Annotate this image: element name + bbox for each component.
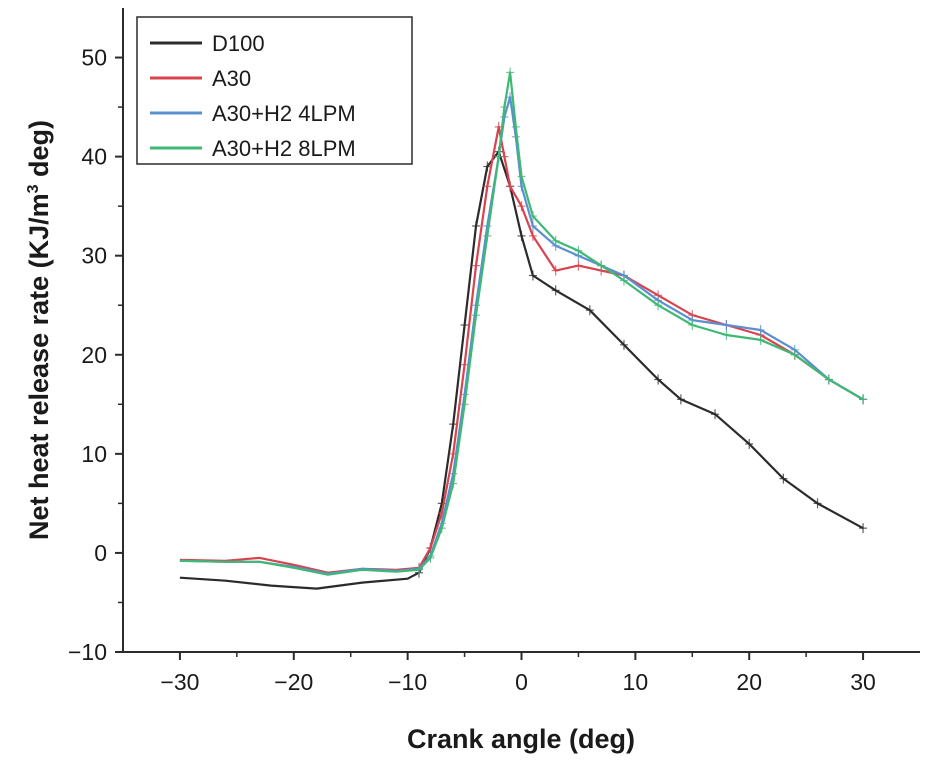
series-markers-0 — [415, 146, 868, 578]
x-tick-label: 30 — [850, 669, 876, 695]
y-tick-label: 10 — [81, 441, 107, 467]
y-tick-label: 50 — [81, 45, 107, 71]
x-tick-label: 0 — [515, 669, 528, 695]
legend-label: A30+H2 8LPM — [212, 136, 356, 161]
tick-labels: −30 −20 −10 0 10 20 30 −10 0 10 20 30 40 50 — [68, 45, 876, 695]
series-markers-2 — [415, 92, 868, 574]
x-tick-label: −30 — [160, 669, 199, 695]
x-tick-label: −20 — [274, 669, 313, 695]
plot-lines — [179, 67, 868, 590]
y-axis-title-tail: deg) — [24, 120, 54, 185]
ticks — [115, 56, 865, 660]
series-line-1 — [179, 125, 864, 574]
x-tick-label: −10 — [388, 669, 427, 695]
legend: D100 A30 A30+H2 4LPM A30+H2 8LPM — [136, 16, 413, 165]
series-line-0 — [179, 150, 864, 590]
legend-label: A30 — [212, 66, 251, 91]
y-tick-label: 40 — [81, 144, 107, 170]
x-tick-label: 10 — [623, 669, 649, 695]
x-axis-title: Crank angle (deg) — [407, 724, 635, 754]
y-tick-label: 0 — [94, 540, 107, 566]
y-tick-label: 20 — [81, 342, 107, 368]
y-axis-title: Net heat release rate (KJ/m3 deg) — [24, 120, 54, 540]
y-axis-title-main: Net heat release rate (KJ/m — [24, 193, 54, 540]
x-tick-label: 20 — [736, 669, 762, 695]
series-markers-3 — [415, 67, 868, 575]
y-tick-label: 30 — [81, 243, 107, 269]
y-tick-label: −10 — [68, 639, 107, 665]
legend-label: A30+H2 4LPM — [212, 101, 356, 126]
y-axis-title-sup: 3 — [25, 184, 42, 193]
legend-label: D100 — [212, 31, 265, 56]
